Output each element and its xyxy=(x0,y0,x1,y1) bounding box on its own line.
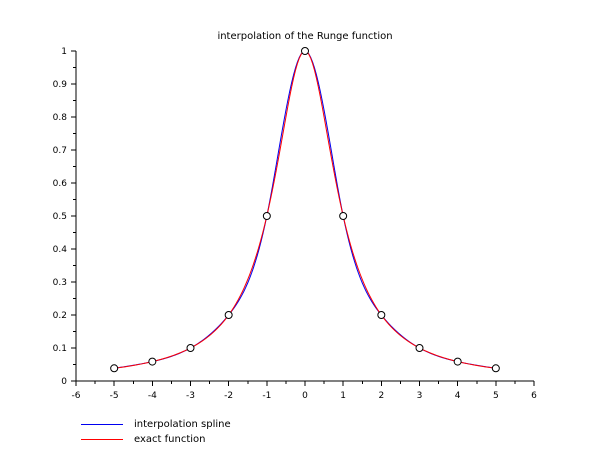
x-tick-label: 6 xyxy=(531,391,537,401)
legend-item-spline: interpolation spline xyxy=(81,417,231,432)
spline-curve xyxy=(114,50,496,369)
x-tick-label: -4 xyxy=(148,391,157,401)
x-tick-label: 3 xyxy=(417,391,423,401)
y-tick-label: 0.6 xyxy=(53,179,68,189)
data-point-marker xyxy=(148,357,157,366)
x-tick-label: -6 xyxy=(72,391,81,401)
data-point-marker xyxy=(186,344,195,352)
y-tick-label: 0.5 xyxy=(53,212,67,222)
x-tick-label: -2 xyxy=(224,391,233,401)
y-tick-label: 0.7 xyxy=(53,146,67,156)
y-tick-label: 0.4 xyxy=(53,245,68,255)
x-tick-label: 5 xyxy=(493,391,499,401)
data-point-marker xyxy=(491,364,500,373)
x-tick-label: -1 xyxy=(262,391,271,401)
data-point-marker xyxy=(453,357,462,366)
data-point-marker xyxy=(301,47,309,55)
x-tick-label: 1 xyxy=(340,391,346,401)
y-tick-label: 0 xyxy=(61,377,67,387)
y-tick-label: 0.3 xyxy=(53,278,67,288)
data-point-marker xyxy=(377,311,386,319)
y-tick-label: 0.9 xyxy=(53,80,68,90)
data-point-marker xyxy=(262,212,271,220)
legend-label-exact: exact function xyxy=(134,433,206,445)
y-tick-label: 0.8 xyxy=(53,113,68,123)
y-tick-label: 0.1 xyxy=(53,344,67,354)
y-tick-label: 0.2 xyxy=(53,311,67,321)
legend-item-exact: exact function xyxy=(81,432,231,447)
data-point-marker xyxy=(415,344,424,352)
legend-line-sample-exact xyxy=(81,439,123,440)
x-tick-label: -5 xyxy=(110,391,119,401)
data-point-marker xyxy=(224,311,233,319)
x-tick-label: 0 xyxy=(302,391,308,401)
x-tick-label: 4 xyxy=(455,391,461,401)
data-point-marker xyxy=(339,212,348,220)
chart-title: interpolation of the Runge function xyxy=(217,31,393,42)
legend: interpolation spline exact function xyxy=(81,417,231,447)
x-tick-label: 2 xyxy=(378,391,384,401)
legend-line-sample-spline xyxy=(81,424,123,425)
x-tick-label: -3 xyxy=(186,391,195,401)
legend-label-spline: interpolation spline xyxy=(134,418,231,430)
data-point-marker xyxy=(110,364,119,373)
exact-curve xyxy=(114,50,496,369)
y-tick-label: 1 xyxy=(61,47,67,57)
